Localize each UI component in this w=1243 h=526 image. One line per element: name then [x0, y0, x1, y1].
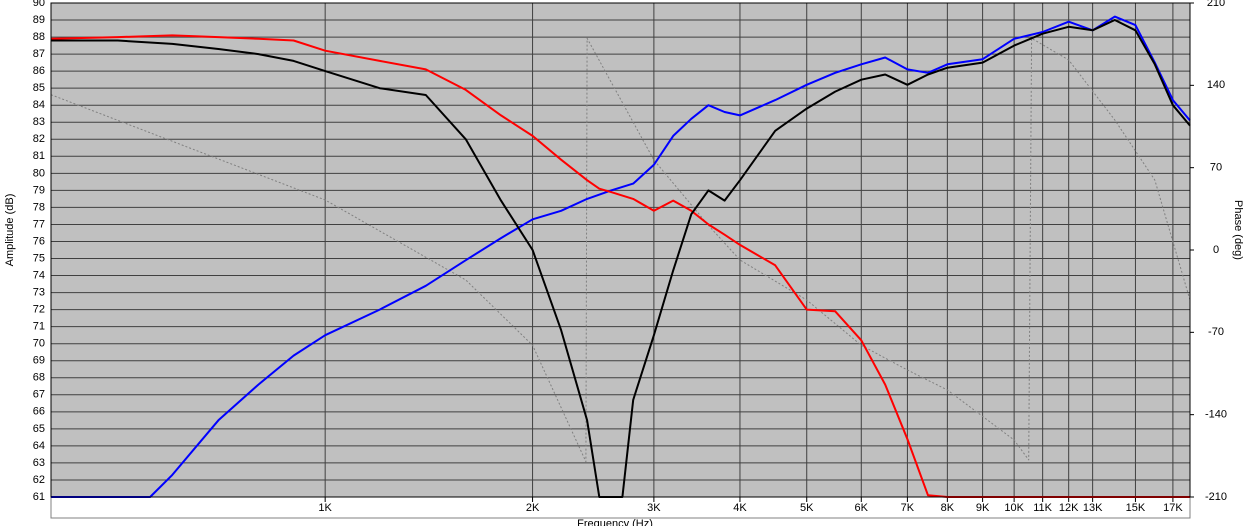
amplitude-line: [51, 15, 1191, 498]
x-tick-label: 17K: [1163, 502, 1183, 514]
y-tick-label: 68: [33, 372, 45, 384]
y-tick-label: 90: [33, 0, 45, 9]
x-tick-label: 2K: [526, 502, 540, 514]
y2-tick-label: 0: [1213, 244, 1219, 256]
y-tick-label: 81: [33, 150, 45, 162]
y-axis-label: Amplitude (dB): [4, 194, 16, 267]
x-tick-label: 12K: [1059, 502, 1079, 514]
x-axis-label: Frequency (Hz): [577, 518, 653, 526]
x-tick-label: 5K: [800, 502, 814, 514]
y-tick-label: 77: [33, 218, 45, 230]
x-tick-label: 3K: [647, 502, 661, 514]
y-tick-label: 84: [33, 99, 45, 111]
y2-tick-label: -210: [1205, 491, 1227, 503]
x-tick-label: 6K: [855, 502, 869, 514]
y-tick-label: 69: [33, 355, 45, 367]
y-tick-label: 66: [33, 406, 45, 418]
amplitude-line: [50, 34, 1190, 498]
y-tick-label: 70: [33, 338, 45, 350]
y-tick-label: 71: [33, 321, 45, 333]
y-tick-label: 89: [33, 14, 45, 26]
y-tick-label: 80: [33, 167, 45, 179]
x-tick-label: 4K: [733, 502, 747, 514]
amplitude-line: [51, 19, 1191, 498]
y-tick-label: 61: [33, 491, 45, 503]
y-tick-label: 64: [33, 440, 45, 452]
y-tick-label: 76: [33, 235, 45, 247]
x-tick-label: 11K: [1033, 502, 1052, 514]
plot-background: [51, 3, 1190, 497]
x-tick-label: 7K: [901, 502, 915, 514]
x-tick-label: 10K: [1004, 502, 1024, 514]
y-tick-label: 74: [33, 269, 45, 281]
plot-frame: [50, 2, 1191, 498]
y-tick-label: 85: [33, 82, 45, 94]
y-tick-label: 78: [33, 201, 45, 213]
x-tick-label: 8K: [941, 502, 955, 514]
y-tick-label: 86: [33, 65, 45, 77]
x-tick-label: 9K: [976, 502, 990, 514]
y2-tick-label: 210: [1207, 0, 1225, 9]
y-tick-label: 79: [33, 184, 45, 196]
y-tick-label: 67: [33, 389, 45, 401]
x-tick-label: 13K: [1083, 502, 1103, 514]
y-tick-label: 87: [33, 48, 45, 60]
y2-tick-label: 70: [1210, 162, 1222, 174]
y-tick-label: 75: [33, 252, 45, 264]
y-tick-label: 72: [33, 304, 45, 316]
y2-axis-label: Phase (deg): [1232, 200, 1243, 260]
y-tick-label: 73: [33, 286, 45, 298]
y-tick-label: 83: [33, 116, 45, 128]
y-tick-label: 62: [33, 474, 45, 486]
y-tick-label: 65: [33, 423, 45, 435]
y2-tick-label: 140: [1207, 79, 1225, 91]
y-tick-label: 63: [33, 457, 45, 469]
phase-line: [50, 37, 1191, 463]
y-tick-label: 88: [33, 31, 45, 43]
y2-tick-label: -140: [1205, 409, 1227, 421]
y2-tick-label: -70: [1208, 326, 1224, 338]
x-tick-label: 1K: [318, 502, 332, 514]
x-tick-label: 15K: [1126, 502, 1146, 514]
y-tick-label: 82: [33, 133, 45, 145]
